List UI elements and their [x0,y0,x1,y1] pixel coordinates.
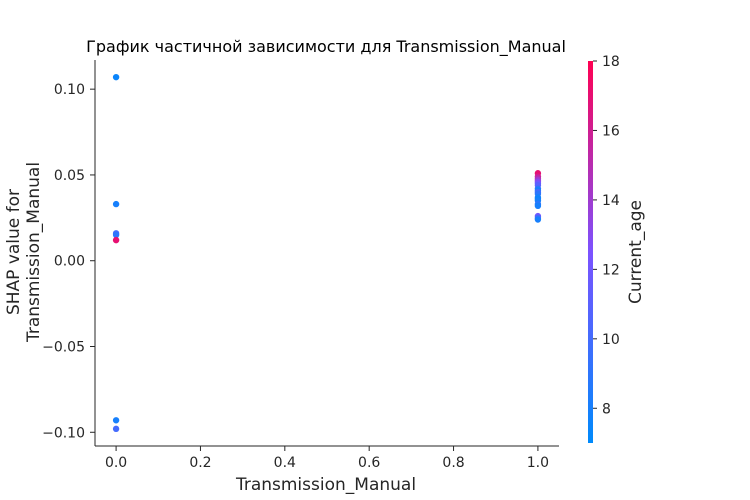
x-axis-label: Transmission_Manual [235,475,416,495]
colorbar-tick-label: 18 [602,54,620,70]
scatter-point [534,202,542,210]
colorbar-tick-label: 8 [602,401,611,417]
colorbar-gradient [588,61,593,443]
colorbar-tick-label: 12 [602,262,620,278]
colorbar-tick-label: 14 [602,193,620,209]
x-tick-label: 0.2 [189,455,211,471]
points-layer [112,73,542,433]
colorbar: 8 10 12 14 16 18 Current_age [588,54,646,443]
colorbar-tick-label: 16 [602,123,620,139]
y-tick-label: 0.00 [54,254,85,270]
y-ticks: 0.10 0.05 0.00 −0.05 −0.10 [42,82,95,441]
y-tick-label: 0.05 [54,168,85,184]
scatter-point [534,216,542,223]
x-tick-label: 0.4 [274,455,296,471]
scatter-point [112,236,120,244]
scatter-point [112,417,120,424]
colorbar-tick-label: 10 [602,332,620,348]
x-ticks: 0.0 0.2 0.4 0.6 0.8 1.0 [105,446,549,471]
plot-area: 0.0 0.2 0.4 0.6 0.8 1.0 0.10 0.05 0.00 −0.05 −0.1… [42,60,559,471]
scatter-point [112,425,120,433]
x-tick-label: 0.0 [105,455,127,471]
chart-title: График частичной зависимости для Transmi… [86,37,566,57]
colorbar-ticks: 8 10 12 14 16 18 [593,54,620,417]
scatter-point [112,200,120,208]
y-tick-label: 0.10 [54,82,85,98]
y-axis-label-line: SHAP value for [4,189,24,315]
y-axis-label: SHAP value forTransmission_Manual [4,162,44,343]
y-tick-label: −0.05 [42,339,85,355]
x-tick-label: 0.8 [442,455,464,471]
y-tick-label: −0.10 [42,425,85,441]
scatter-point [112,73,120,81]
scatter-point [112,231,120,239]
x-tick-label: 0.6 [358,455,380,471]
y-axis-label-line: Transmission_Manual [24,162,44,343]
x-tick-label: 1.0 [527,455,549,471]
colorbar-label: Current_age [626,200,646,304]
